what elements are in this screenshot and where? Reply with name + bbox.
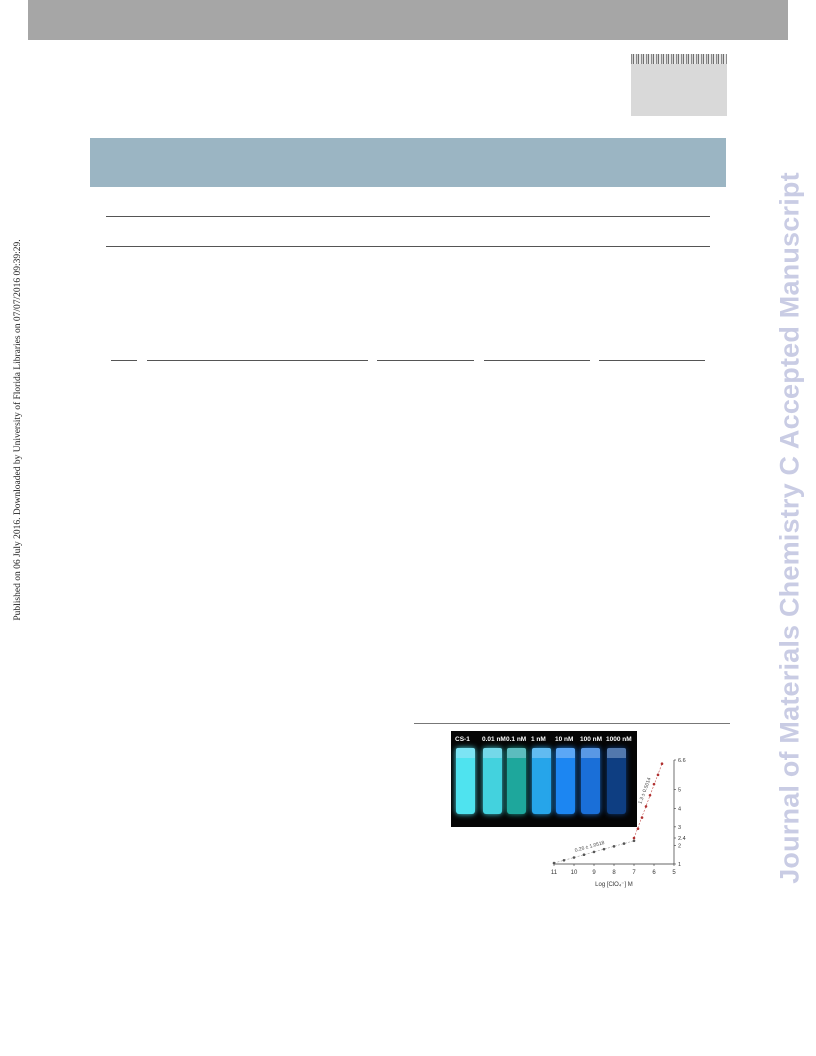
- plot-points: [552, 762, 664, 865]
- x-axis-label: Log [ClO₄⁻] M: [595, 882, 633, 888]
- y-tick-label: 3: [678, 825, 681, 831]
- data-point: [644, 805, 648, 808]
- data-point: [552, 861, 556, 865]
- plot-axes: [554, 760, 675, 865]
- data-point: [592, 850, 596, 854]
- data-point: [648, 793, 652, 797]
- data-point: [640, 816, 644, 819]
- data-point: [582, 853, 586, 857]
- vial-label: 1 nM: [531, 736, 546, 743]
- table-col-rule: [484, 360, 590, 361]
- table-col-rule: [111, 360, 137, 361]
- data-point: [602, 847, 606, 851]
- table-col-rule: [377, 360, 474, 361]
- vial-meniscus: [556, 748, 575, 758]
- vial: [556, 748, 575, 814]
- data-point: [636, 827, 640, 831]
- x-tick-label: 10: [571, 870, 578, 876]
- publication-notice: Published on 06 July 2016. Downloaded by…: [13, 239, 23, 621]
- data-point: [612, 845, 616, 848]
- table-col-rule: [599, 360, 705, 361]
- vial-meniscus: [532, 748, 551, 758]
- journal-watermark: Journal of Materials Chemistry C Accepte…: [774, 172, 805, 884]
- vial-label: 0.01 nM: [482, 736, 506, 743]
- vial: [607, 748, 626, 814]
- journal-thumbnail: [631, 54, 727, 116]
- vial-meniscus: [456, 748, 475, 758]
- y-tick-label: 5: [678, 788, 681, 794]
- x-tick-label: 9: [592, 870, 596, 876]
- fit-label: 1.3 ± 0.5014: [637, 777, 652, 805]
- vial-meniscus: [607, 748, 626, 758]
- table-col-rule: [147, 360, 368, 361]
- vial-meniscus: [581, 748, 600, 758]
- vial-label: 1000 nM: [606, 736, 632, 743]
- thumbnail-pattern: [631, 54, 727, 64]
- vial: [456, 748, 475, 814]
- data-point: [652, 782, 656, 786]
- y-tick-label: 6.6: [678, 758, 686, 764]
- table-header-rule: [106, 246, 710, 247]
- vial-photo: CS-1 0.01 nM 0.1 nM 1 nM 10 nM 100 nM 1000 nM: [451, 731, 637, 827]
- x-tick-label: 7: [632, 870, 636, 876]
- y-tick-label: 2.4: [678, 836, 686, 842]
- header-bar: [28, 0, 788, 40]
- vial: [581, 748, 600, 814]
- y-tick-label: 1: [678, 862, 681, 868]
- table-top-rule: [106, 216, 710, 217]
- data-point: [562, 858, 566, 862]
- fit-label: 0.26 ± 1.0518: [574, 840, 605, 854]
- vial-label: CS-1: [455, 736, 470, 743]
- x-tick-label: 5: [672, 870, 676, 876]
- vial-meniscus: [507, 748, 526, 758]
- x-tick-label: 6: [652, 870, 656, 876]
- y-tick-label: 2: [678, 843, 681, 849]
- vial: [507, 748, 526, 814]
- data-point: [572, 856, 576, 859]
- title-band: [90, 138, 726, 187]
- vial-meniscus: [483, 748, 502, 758]
- fit-line: [633, 763, 663, 839]
- data-point: [656, 773, 660, 777]
- x-tick-label: 8: [612, 870, 616, 876]
- data-point: [632, 839, 636, 843]
- vial-label: 0.1 nM: [506, 736, 527, 743]
- data-point: [632, 836, 636, 840]
- y-tick-label: 4: [678, 806, 681, 812]
- vial-label: 100 nM: [580, 736, 603, 743]
- data-point: [622, 842, 626, 845]
- plot-fits: [553, 763, 663, 864]
- vial-label: 10 nM: [555, 736, 574, 743]
- figure-rule: [414, 723, 730, 724]
- vial: [483, 748, 502, 814]
- vial: [532, 748, 551, 814]
- data-point: [660, 762, 664, 766]
- x-tick-label: 11: [551, 870, 558, 876]
